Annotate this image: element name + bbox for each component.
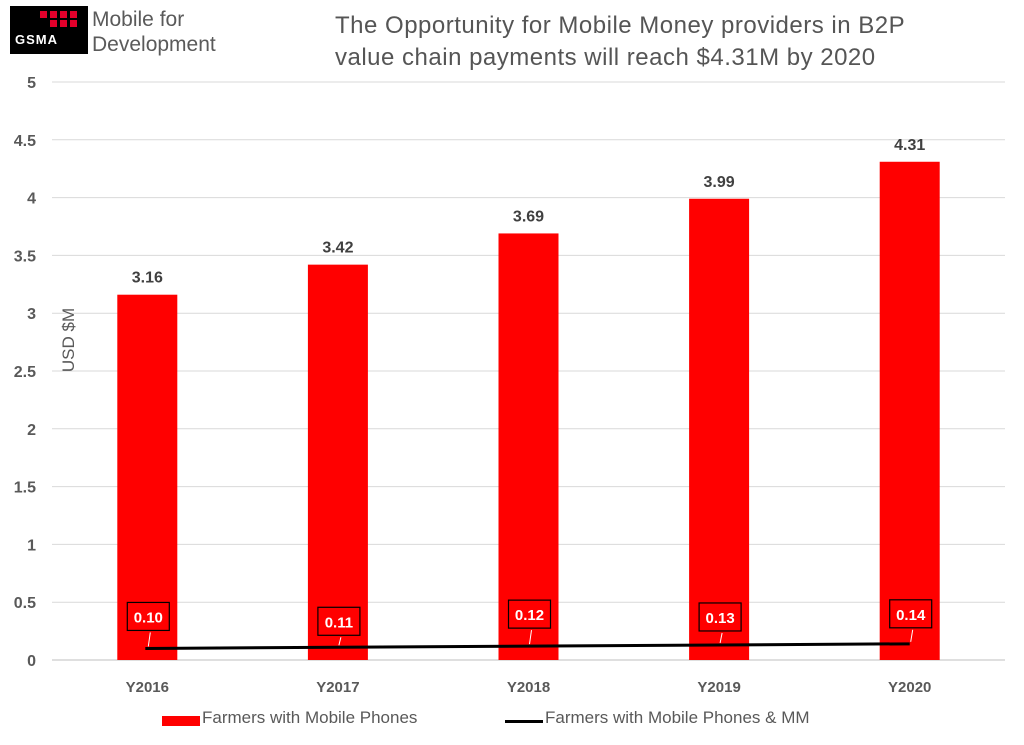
line-label-leader: [719, 632, 723, 644]
bar: [879, 161, 940, 660]
line-label-leader: [338, 637, 342, 646]
line-label-leader: [529, 630, 532, 645]
x-tick-label: Y2016: [126, 679, 169, 696]
legend-label-line: Farmers with Mobile Phones & MM: [545, 708, 810, 727]
line-value-label: 0.12: [515, 607, 544, 624]
series-line: [145, 642, 910, 650]
logo-line-2: Development: [92, 33, 216, 56]
y-tick-label: 1: [27, 537, 36, 554]
x-tick-label: Y2019: [697, 679, 740, 696]
logo-line-1: Mobile for: [92, 8, 185, 31]
gsma-logo: GSMA Mobile for Development: [10, 6, 220, 62]
line-value-label: 0.13: [705, 610, 734, 627]
line-value-label: 0.11: [325, 614, 353, 631]
line-label-box: [507, 599, 552, 629]
gsma-dots-icon: [40, 11, 77, 27]
legend-swatch-line: [505, 720, 543, 723]
line-value-label: 0.10: [134, 609, 163, 626]
legend-label-bar: Farmers with Mobile Phones: [202, 708, 418, 727]
x-tick-label: Y2017: [316, 679, 359, 696]
bar: [307, 264, 368, 660]
legend-item-line: Farmers with Mobile Phones & MM: [505, 708, 885, 732]
bar: [689, 198, 750, 661]
y-axis-label: USD $M: [59, 308, 78, 372]
bar-value-label: 3.16: [132, 270, 163, 287]
line-label-box: [698, 602, 742, 632]
y-tick-label: 4.5: [14, 133, 36, 150]
legend-item-bar: Farmers with Mobile Phones: [162, 708, 482, 732]
bar: [498, 233, 559, 660]
legend-swatch-bar: [162, 716, 200, 726]
gsma-badge-text: GSMA: [15, 32, 58, 47]
line-label-box: [126, 601, 170, 632]
bar-value-label: 3.42: [322, 240, 353, 257]
chart-title-line-1: The Opportunity for Mobile Money provide…: [335, 12, 906, 39]
x-tick-label: Y2020: [888, 679, 931, 696]
line-label-box: [317, 606, 361, 636]
bar-value-label: 3.99: [704, 174, 735, 191]
y-tick-label: 0: [27, 653, 36, 670]
gsma-badge: GSMA: [10, 6, 88, 54]
chart-title: The Opportunity for Mobile Money provide…: [335, 10, 1005, 74]
y-tick-label: 0.5: [14, 595, 36, 612]
y-tick-label: 2.5: [14, 364, 36, 381]
line-label-box: [889, 599, 933, 629]
chart-title-line-2: value chain payments will reach $4.31M b…: [335, 44, 876, 71]
y-tick-label: 5: [27, 75, 36, 92]
y-tick-label: 4: [27, 191, 36, 208]
line-value-label: 0.14: [896, 607, 926, 624]
y-tick-label: 3.5: [14, 248, 36, 265]
y-tick-label: 2: [27, 422, 36, 439]
bar-value-label: 3.69: [513, 208, 544, 225]
y-tick-label: 3: [27, 306, 36, 323]
line-label-leader: [147, 632, 151, 647]
bar: [117, 294, 178, 660]
y-tick-label: 1.5: [14, 480, 36, 497]
bar-value-label: 4.31: [894, 137, 925, 154]
line-label-leader: [910, 629, 914, 642]
x-tick-label: Y2018: [507, 679, 550, 696]
